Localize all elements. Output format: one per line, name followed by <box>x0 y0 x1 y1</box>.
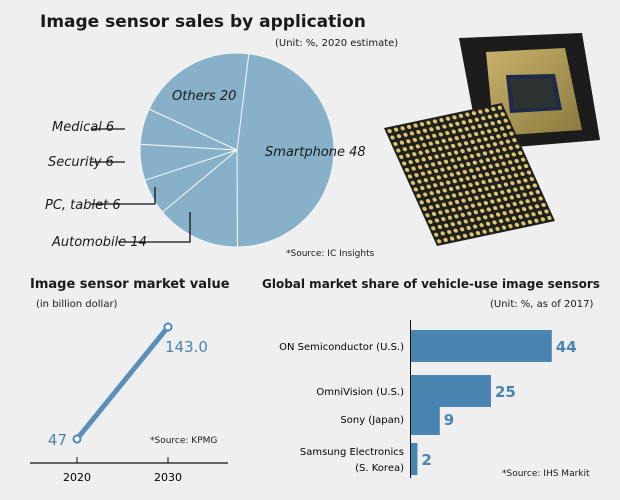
data-point <box>72 434 82 444</box>
bar <box>411 443 418 475</box>
category-label: OmniVision (U.S.) <box>316 387 404 398</box>
pie-slice-others <box>148 52 250 151</box>
series-line <box>75 325 170 441</box>
bar-value-label: 44 <box>556 338 577 356</box>
category-label: (S. Korea) <box>355 463 404 474</box>
leader-line <box>91 187 156 205</box>
leader-line <box>118 212 191 243</box>
pie-source: *Source: IC Insights <box>286 249 375 259</box>
bar-value-label: 9 <box>444 411 454 429</box>
data-label: 143.0 <box>165 338 208 356</box>
bar-title: Global market share of vehicle-use image… <box>262 277 600 291</box>
line-source: *Source: KPMG <box>150 436 218 446</box>
pie-label: Smartphone 48 <box>265 145 366 160</box>
bar-subtitle: (Unit: %, as of 2017) <box>490 299 594 310</box>
bar <box>411 330 552 362</box>
pie-label: Automobile 14 <box>51 235 147 250</box>
pie-title: Image sensor sales by application <box>40 12 366 32</box>
x-tick-label: 2030 <box>154 471 182 484</box>
category-label: ON Semiconductor (U.S.) <box>279 342 404 353</box>
x-tick-label: 2020 <box>63 471 91 484</box>
bar-value-label: 25 <box>495 383 516 401</box>
category-label: Sony (Japan) <box>340 415 404 426</box>
pie-label: PC, tablet 6 <box>45 198 121 213</box>
line-title: Image sensor market value <box>30 277 230 292</box>
category-label: Samsung Electronics <box>300 447 404 458</box>
pie-label: Security 6 <box>48 155 114 170</box>
data-label: 47 <box>48 431 67 449</box>
bar <box>411 403 440 435</box>
line-subtitle: (in billion dollar) <box>36 299 118 310</box>
pie-subtitle: (Unit: %, 2020 estimate) <box>275 38 399 49</box>
bar <box>411 375 491 407</box>
pie-label: Others 20 <box>172 89 236 104</box>
data-point <box>163 322 173 332</box>
bar-value-label: 2 <box>421 451 431 469</box>
bar-source: *Source: IHS Markit <box>502 469 590 479</box>
pie-slice-automobile <box>161 148 238 248</box>
pie-label: Medical 6 <box>52 120 114 135</box>
pie-slice-smartphone <box>236 53 335 248</box>
